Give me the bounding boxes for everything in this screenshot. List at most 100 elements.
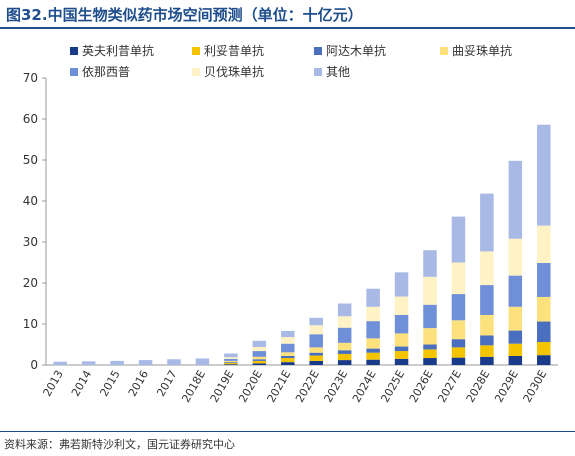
y-tick-label: 20 — [23, 276, 38, 290]
x-tick-label: 2015 — [97, 368, 122, 399]
y-tick-label: 10 — [23, 317, 38, 331]
legend-item: 利妥昔单抗 — [192, 42, 264, 58]
legend-label: 曲妥珠单抗 — [452, 44, 513, 58]
x-tick-label: 2026E — [407, 368, 436, 405]
bar-segment — [394, 272, 409, 297]
bar-segment — [337, 303, 352, 317]
bar-segment — [138, 360, 153, 365]
legend-item: 其他 — [314, 63, 350, 79]
bar-segment — [309, 352, 323, 356]
bar-segment — [224, 362, 238, 365]
bar-segment — [366, 352, 380, 360]
y-tick-label: 40 — [23, 194, 38, 208]
bar-segment — [480, 314, 494, 336]
bar-segment — [423, 276, 437, 305]
bar-segment — [480, 193, 494, 252]
x-tick-label: 2030E — [521, 368, 550, 405]
bar-segment — [508, 238, 523, 276]
bar-segment — [195, 358, 210, 365]
bar-segment — [394, 296, 409, 315]
bar-segment — [252, 351, 267, 357]
bar-segment — [423, 328, 437, 345]
bar-segment — [110, 360, 124, 365]
bar-segment — [309, 355, 323, 361]
legend-swatch — [314, 46, 322, 55]
x-tick-label: 2022E — [293, 368, 322, 405]
legend-label: 其他 — [326, 65, 351, 79]
bar-segment — [537, 321, 551, 343]
bar-segment — [537, 262, 551, 297]
bar-segment — [508, 306, 523, 331]
bar-segment — [252, 346, 267, 352]
bar-segment — [167, 359, 181, 365]
bar-segment — [423, 349, 437, 359]
x-tick-label: 2014 — [69, 368, 94, 399]
bar-segment — [508, 330, 523, 344]
bar-segment — [537, 225, 551, 263]
x-tick-label: 2013 — [41, 368, 66, 399]
bar-segment — [337, 353, 352, 361]
bar-segment — [309, 360, 323, 365]
bar-segment — [224, 360, 238, 363]
bar-segment — [394, 351, 409, 359]
bar-segment — [337, 327, 352, 343]
bar-segment — [337, 360, 352, 365]
y-tick-label: 70 — [23, 71, 38, 85]
title-divider — [0, 27, 575, 29]
bar-segment — [366, 306, 380, 322]
bar-segment — [423, 304, 437, 329]
bar-segment — [508, 275, 523, 307]
y-tick-label: 60 — [23, 112, 38, 126]
legend-swatch — [192, 46, 200, 55]
legend-swatch — [192, 67, 200, 76]
x-tick-label: 2016 — [126, 368, 151, 399]
bar-segment — [366, 348, 380, 353]
bar-segment — [224, 357, 238, 359]
legend-item: 曲妥珠单抗 — [440, 42, 512, 58]
bar-segment — [537, 342, 551, 356]
bar-segment — [281, 330, 295, 338]
bar-segment — [537, 124, 551, 226]
x-tick-label: 2017 — [154, 368, 179, 399]
legend-item: 贝伐珠单抗 — [192, 63, 264, 79]
legend-item: 英夫利昔单抗 — [70, 42, 154, 58]
chart-plot: 0 10 20 30 40 50 60 70 2013 2014 2015 2016 2017 2018E… — [23, 71, 558, 405]
bar-segment — [366, 359, 380, 365]
x-tick-label: 2021E — [265, 368, 294, 405]
bar-segment — [224, 364, 238, 365]
bar-segment — [309, 347, 323, 353]
bar-segment — [480, 251, 494, 286]
bar-segment — [394, 346, 409, 352]
x-tick-label: 2018E — [179, 368, 208, 405]
bar-segment — [451, 262, 466, 295]
bar-segment — [281, 358, 295, 363]
bar-segment — [537, 296, 551, 322]
bar-segment — [281, 337, 295, 344]
source-note: 资料来源：弗若斯特沙利文，国元证券研究中心 — [4, 438, 235, 451]
x-tick-label: 2023E — [322, 368, 351, 405]
bar-segment — [451, 294, 466, 321]
x-tick-label: 2025E — [378, 368, 407, 405]
y-tick-label: 30 — [23, 235, 38, 249]
bar-segment — [309, 334, 323, 348]
bar-segment — [366, 288, 380, 307]
bar-segment — [252, 356, 267, 360]
bar-segment — [451, 216, 466, 263]
bar-segment — [281, 362, 295, 365]
bar-segment — [252, 340, 267, 347]
bar-segment — [366, 321, 380, 339]
x-tick-label: 2029E — [492, 368, 521, 405]
bar-segment — [423, 358, 437, 365]
bar-segment — [224, 358, 238, 361]
x-tick-label: 2028E — [464, 368, 493, 405]
legend-label: 英夫利昔单抗 — [82, 44, 155, 58]
bar-segment — [508, 343, 523, 356]
bar-segment — [508, 355, 523, 365]
legend-swatch — [70, 46, 78, 55]
legend-swatch — [440, 46, 448, 55]
x-tick-label: 2019E — [208, 368, 237, 405]
bar-segment — [451, 339, 466, 348]
bar-segment — [337, 350, 352, 354]
bar-segment — [394, 314, 409, 334]
bar-segment — [252, 363, 267, 365]
